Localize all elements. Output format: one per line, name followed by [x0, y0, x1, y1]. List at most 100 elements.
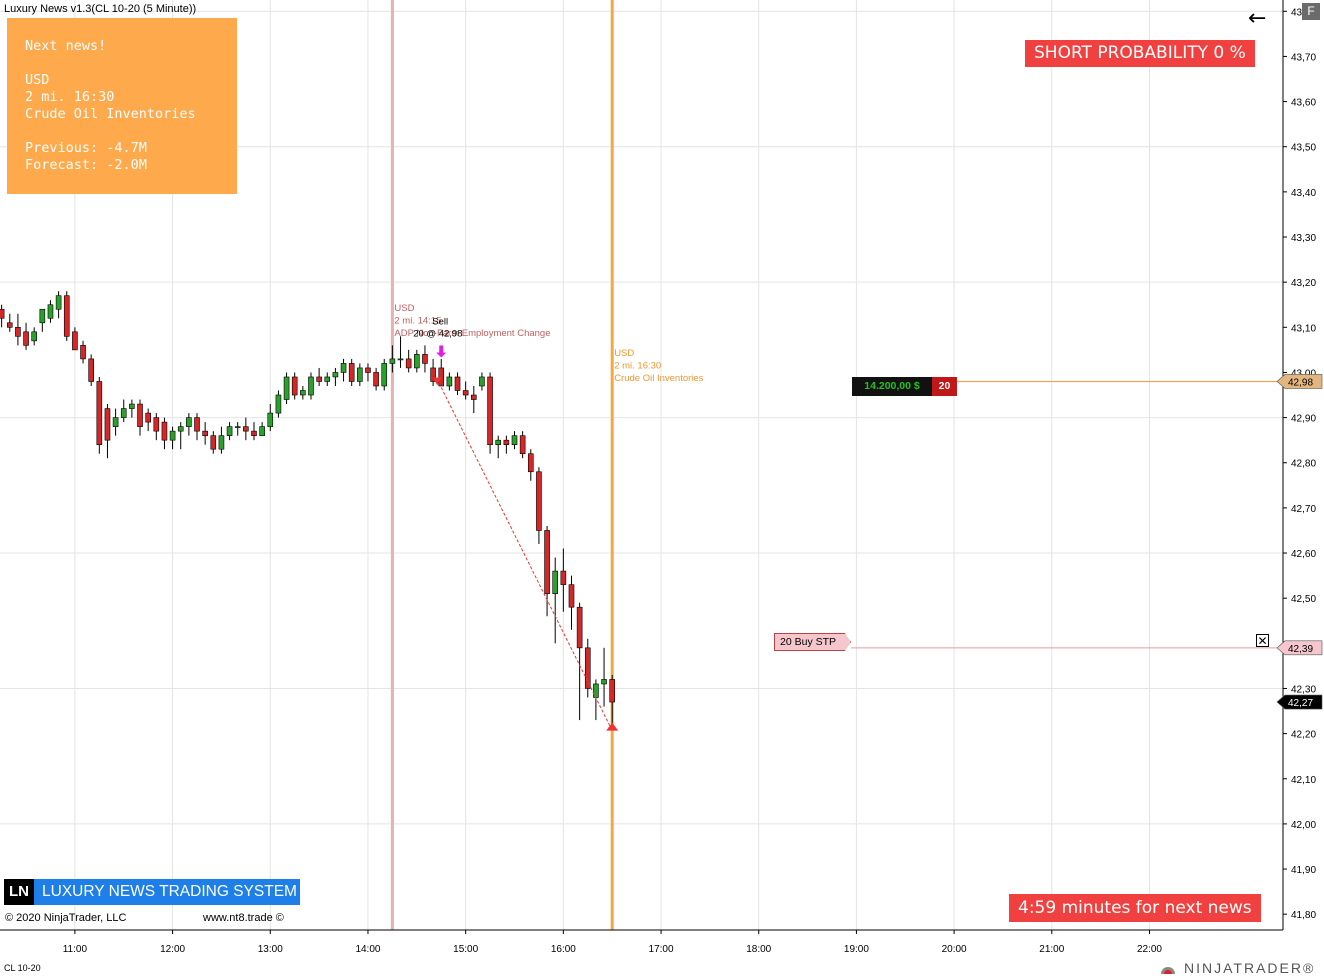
candle-body — [593, 683, 599, 698]
candlestick-series — [0, 291, 615, 725]
candle-body — [365, 367, 371, 373]
candle-body — [324, 376, 331, 382]
news-event-label: 2 mi. 16:30 — [614, 361, 661, 372]
candle-body — [267, 412, 274, 427]
price-tick-label: 42,60 — [1291, 549, 1316, 560]
candle-body — [601, 679, 607, 685]
candle-body — [283, 376, 290, 400]
position-price-flag — [1276, 374, 1323, 389]
sell-fill-label: 20 @ 42,98 — [413, 328, 462, 339]
news-event-label: Crude Oil Inventories — [614, 373, 703, 384]
copyright-text: © 2020 NinjaTrader, LLC — [5, 912, 127, 924]
candle-body — [218, 435, 225, 450]
candle-body — [129, 403, 135, 409]
price-tick-label: 42,10 — [1291, 775, 1316, 786]
candle-body — [511, 435, 518, 445]
candle-body — [72, 331, 78, 351]
time-tick-label: 17:00 — [649, 944, 674, 955]
time-tick-label: 14:00 — [355, 944, 380, 955]
candle-body — [487, 376, 493, 445]
buy-stop-order[interactable]: 20 Buy STP — [774, 633, 852, 651]
time-axis[interactable]: 11:00 12:00 13:00 14:00 15:00 16:00 17:00 18:00… — [0, 929, 1283, 955]
chart-grid — [0, 0, 1283, 930]
candle-body — [495, 439, 502, 445]
time-tick-label: 12:00 — [160, 944, 185, 955]
chart-title: Luxury News v1.3(CL 10-20 (5 Minute)) — [4, 3, 197, 15]
news-event-label: USD — [614, 348, 634, 359]
candle-body — [544, 530, 550, 594]
candle-body — [300, 390, 306, 396]
candle-body — [373, 372, 379, 387]
candle-body — [316, 376, 322, 382]
news-forecast: Forecast: -2.0M — [25, 157, 147, 173]
news-time: 2 mi. 16:30 — [25, 89, 115, 105]
price-tick-label: 43,50 — [1291, 143, 1316, 154]
candle-body — [430, 367, 436, 382]
candle-body — [194, 417, 200, 432]
candle-body — [438, 367, 445, 387]
time-tick-label: 18:00 — [746, 944, 771, 955]
candle-body — [552, 570, 559, 594]
candle-body — [479, 376, 485, 387]
price-tick-label: 43,00 — [1291, 368, 1316, 379]
candle-body — [177, 426, 184, 432]
time-tick-label: 11:00 — [63, 944, 88, 955]
candle-body — [0, 308, 5, 319]
price-tick-label: 43,30 — [1291, 233, 1316, 244]
time-tick-label: 20:00 — [942, 944, 967, 955]
candle-body — [291, 376, 298, 396]
price-tick-label: 41,90 — [1291, 865, 1316, 876]
candle-body — [137, 403, 143, 427]
candle-body — [332, 372, 339, 378]
news-event-label: 2 mi. 14:15 — [394, 316, 441, 327]
website-link[interactable]: www.nt8.trade © — [203, 912, 284, 924]
f-button[interactable]: F — [1302, 3, 1320, 20]
news-previous: Previous: -4.7M — [25, 140, 147, 156]
back-arrow-icon[interactable]: ← — [1248, 6, 1267, 31]
candle-body — [609, 679, 615, 703]
news-heading: Next news! — [25, 38, 107, 54]
time-tick-label: 15:00 — [453, 944, 478, 955]
short-probability-badge: SHORT PROBABILITY 0 % — [1025, 40, 1255, 67]
candle-body — [210, 435, 217, 450]
price-tick-label: 42,50 — [1291, 594, 1316, 605]
candle-body — [397, 358, 404, 361]
ninjatrader-logo-icon — [1161, 967, 1175, 974]
next-news-panel: Next news! ​ USD 2 mi. 16:30 Crude Oil I… — [7, 18, 237, 194]
system-title: LUXURY NEWS TRADING SYSTEM — [34, 879, 300, 905]
last-price-flag — [1276, 694, 1323, 710]
stop-price-label: 42,39 — [1288, 644, 1313, 655]
candle-body — [202, 430, 208, 436]
sell-label: Sell — [432, 316, 448, 327]
position-pnl[interactable]: 14.200,00 $ 20 — [852, 377, 957, 396]
time-tick-label: 21:00 — [1039, 944, 1064, 955]
candle-body — [576, 606, 583, 649]
candle-body — [169, 430, 176, 441]
price-tick-label: 43,40 — [1291, 188, 1316, 199]
price-tick-label: 43,70 — [1291, 52, 1316, 63]
candle-body — [47, 304, 54, 319]
candle-body — [186, 417, 192, 427]
candle-body — [568, 584, 575, 608]
news-event-label: USD — [394, 303, 414, 314]
time-tick-label: 16:00 — [551, 944, 576, 955]
candle-body — [31, 331, 37, 342]
position-price-label: 42,98 — [1288, 377, 1313, 388]
candle-body — [340, 363, 347, 373]
candle-body — [422, 354, 428, 364]
last-price-label: 42,27 — [1288, 698, 1313, 709]
candle-body — [405, 358, 412, 369]
candle-body — [80, 345, 86, 360]
price-tick-label: 42,30 — [1291, 684, 1316, 695]
candle-body — [381, 363, 388, 387]
price-axis[interactable]: 43,8043,7043,6043,5043,4043,3043,2043,10… — [1276, 0, 1323, 930]
candle-body — [6, 322, 13, 328]
candle-body — [348, 363, 355, 382]
candle-body — [55, 295, 62, 310]
close-x-icon[interactable]: ✕ — [1256, 634, 1269, 648]
candle-body — [519, 435, 526, 455]
candle-body — [96, 381, 103, 445]
